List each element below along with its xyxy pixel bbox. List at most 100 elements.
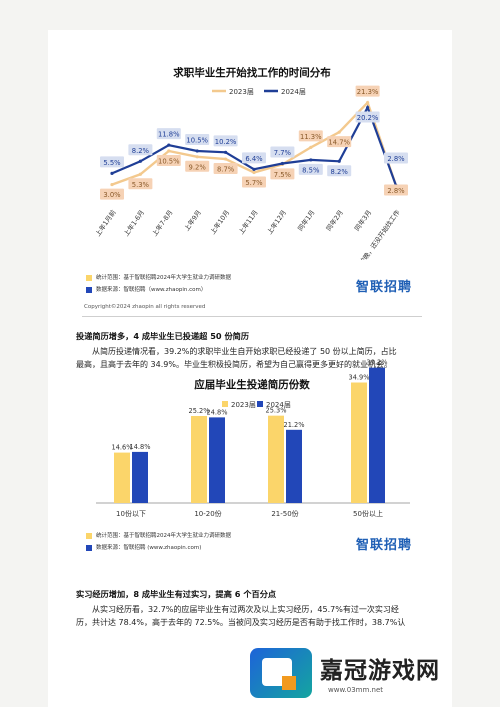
- series-1-point: [110, 171, 114, 175]
- value-label-box: [327, 136, 352, 148]
- series-1-point: [224, 150, 228, 154]
- bar: [351, 382, 367, 503]
- value-label: 10.5%: [158, 157, 180, 165]
- source-stat-1: 统计范围：基于智联招聘2024年大学生就业力调研数据: [86, 273, 231, 281]
- bar-value-label: 34.9%: [349, 374, 370, 382]
- value-label-box: [128, 178, 153, 190]
- section1-heading: 投递简历增多，4 成毕业生已投递超 50 份简历: [76, 331, 250, 341]
- value-label-box: [384, 184, 408, 196]
- bar: [369, 367, 385, 503]
- bar-category-label: 50份以上: [353, 509, 383, 518]
- bar: [268, 415, 284, 503]
- copyright: Copyright©2024 zhaopin all rights reserv…: [84, 304, 206, 310]
- value-label: 8.2%: [331, 168, 349, 176]
- value-label-box: [298, 130, 323, 142]
- divider: [82, 316, 422, 317]
- bar: [191, 416, 207, 503]
- value-label-box: [128, 144, 153, 156]
- value-label: 21.3%: [357, 88, 379, 96]
- value-label: 9.2%: [189, 163, 207, 171]
- value-label: 11.8%: [158, 131, 180, 139]
- bar-value-label: 21.2%: [284, 421, 305, 429]
- value-label: 5.3%: [132, 181, 150, 189]
- series-1-point: [337, 159, 341, 163]
- value-label: 10.5%: [186, 136, 208, 144]
- value-label: 10.2%: [215, 138, 237, 146]
- value-label: 5.7%: [245, 179, 263, 187]
- value-label-box: [100, 156, 124, 168]
- series-0-point: [252, 170, 256, 175]
- value-label-box: [156, 128, 181, 140]
- source-stat-2: 统计范围：基于智联招聘2024年大学生就业力调研数据: [86, 531, 231, 539]
- series-1-point: [195, 149, 199, 153]
- legend-label-0: 2023届: [229, 88, 254, 96]
- bar: [114, 452, 130, 503]
- bar: [209, 417, 225, 503]
- value-label: 8.2%: [132, 147, 150, 155]
- series-0-point: [167, 149, 171, 153]
- site-url: www.03mm.net: [328, 686, 384, 694]
- section2-line1: 从实习经历看，32.7%的应届毕业生有过两次及以上实习经历，45.7%有过一次实…: [92, 605, 399, 614]
- series-0-point: [195, 155, 199, 159]
- value-label-box: [213, 135, 238, 147]
- bar: [286, 429, 302, 503]
- series-1-point: [252, 167, 256, 171]
- series-0-point: [309, 145, 313, 149]
- bar-category-label: 21-50份: [271, 509, 298, 518]
- line-chart-title: 求职毕业生开始找工作的时间分布: [173, 66, 331, 79]
- series-0-point: [337, 130, 341, 134]
- value-label-box: [270, 146, 295, 158]
- series-1-point: [366, 105, 370, 110]
- value-label: 7.7%: [274, 149, 292, 157]
- bar-category-label: 10-20份: [194, 509, 221, 518]
- bar-legend-swatch-1: [257, 401, 263, 407]
- line-chart: 求职毕业生开始找工作的时间分布 2023届 2024届 3.0% 5.3% 10.5%…: [93, 66, 408, 260]
- section1-line2: 最高，且高于去年的 34.9%。毕业生积极投简历，希望为自己赢得更多更好的就业机…: [76, 360, 392, 369]
- value-label-box: [298, 163, 323, 175]
- value-label: 2.8%: [387, 187, 405, 195]
- bar-legend-label-0: 2023届: [231, 401, 256, 409]
- bar-value-label: 24.8%: [207, 408, 228, 416]
- value-label-box: [185, 160, 210, 172]
- bar-chart-title: 应届毕业生投递简历份数: [194, 378, 310, 391]
- legend-label-1: 2024届: [281, 88, 306, 96]
- bar-value-label: 25.3%: [266, 407, 287, 415]
- value-label: 11.3%: [300, 133, 322, 141]
- source-data-2: 数据来源：智联招聘 (www.zhaopin.com): [86, 543, 201, 551]
- value-label-box: [100, 188, 124, 200]
- series-1-point: [309, 158, 313, 162]
- series-0-point: [224, 157, 228, 161]
- value-label-box: [242, 152, 266, 164]
- bar-legend-label-1: 2024届: [266, 401, 291, 409]
- value-label: 6.4%: [245, 155, 263, 163]
- bar-value-label: 14.6%: [112, 444, 133, 452]
- bar-chart: 应届毕业生投递简历份数 2023届 2024届 14.6%14.8% 10份以下 25…: [96, 359, 410, 518]
- value-label: 2.8%: [387, 155, 405, 163]
- value-label: 7.5%: [274, 171, 292, 179]
- value-label-box: [355, 111, 380, 123]
- section2-line2: 历，共计达 78.4%，高于去年的 72.5%。当被问及实习经历是否有助于找工作…: [76, 618, 406, 627]
- series-0-point: [138, 172, 142, 176]
- site-name: 嘉冠游戏网: [320, 658, 440, 684]
- value-label: 20.2%: [357, 114, 379, 122]
- source-data-1: 数据来源：智联招聘（www.zhaopin.com）: [86, 285, 206, 293]
- series-1-point: [280, 161, 284, 166]
- bar: [132, 451, 148, 503]
- bar-legend-swatch-0: [222, 401, 228, 407]
- value-label: 8.5%: [302, 166, 320, 174]
- value-label-box: [270, 168, 295, 180]
- series-0-point: [366, 101, 370, 105]
- value-label: 8.7%: [217, 166, 235, 174]
- value-label-box: [242, 176, 266, 188]
- value-label-box: [185, 133, 210, 145]
- value-label: 3.0%: [103, 191, 121, 199]
- site-logo-icon: [250, 648, 312, 698]
- series-1-point: [167, 143, 171, 147]
- line-chart-legend: 2023届 2024届: [212, 88, 306, 96]
- value-label-box: [384, 152, 408, 164]
- value-label-box: [327, 165, 352, 177]
- bar-chart-plot: 14.6%14.8% 10份以下 25.2%24.8% 10-20份 25.3% 21.2…: [96, 359, 410, 518]
- series-0-point: [110, 182, 114, 187]
- brand-logo-1: 智联招聘: [356, 280, 413, 295]
- section2-heading: 实习经历增加，8 成毕业生有过实习，提高 6 个百分点: [76, 589, 277, 599]
